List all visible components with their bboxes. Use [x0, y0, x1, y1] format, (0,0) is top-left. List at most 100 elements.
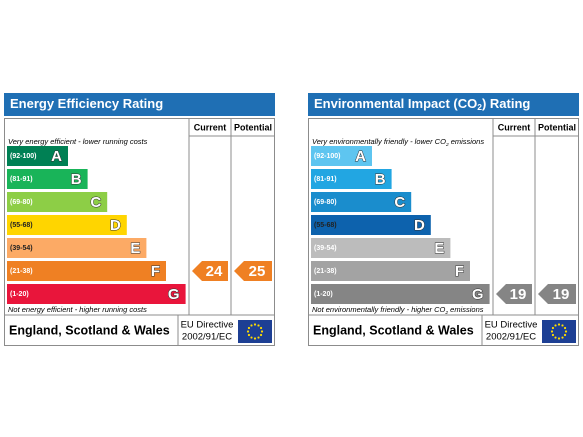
flag-star: [246, 330, 250, 333]
subscript: 2: [444, 310, 448, 316]
text-part: Very environmentally friendly - lower CO: [312, 137, 446, 146]
eu-flag: [238, 320, 272, 343]
text-part: emissions: [449, 137, 485, 146]
band-letter: C: [394, 194, 405, 211]
panel-frame: [308, 118, 579, 346]
band-range: (81-91): [314, 176, 337, 183]
note: Very energy efficient - lower running co…: [8, 137, 148, 146]
col-header: Current: [194, 122, 227, 132]
band-range: (21-38): [10, 268, 33, 275]
flag-star: [550, 330, 554, 333]
col-header: Potential: [538, 122, 576, 132]
footer: England, Scotland & Wales: [313, 323, 474, 337]
band: [311, 192, 412, 212]
rating-value: 24: [206, 263, 223, 280]
subscript: 2: [477, 102, 482, 112]
text-part: Not energy efficient - higher running co…: [8, 305, 147, 314]
panel-title: Energy Efficiency Rating: [10, 96, 163, 111]
flag-star: [247, 326, 251, 330]
flag-star: [563, 333, 567, 337]
band: [311, 146, 372, 166]
band-letter: E: [434, 240, 444, 257]
eu-flag: [542, 320, 576, 343]
text-part: Energy Efficiency Rating: [10, 96, 163, 111]
flag-star: [563, 326, 567, 330]
band: [7, 146, 68, 166]
note: Not environmentally friendly - higher CO…: [312, 305, 484, 316]
flag-star: [554, 336, 557, 339]
flag-star: [250, 324, 253, 327]
panel-title: Environmental Impact (CO2) Rating: [314, 96, 530, 112]
flag-star: [551, 326, 555, 330]
footer: England, Scotland & Wales: [9, 323, 170, 337]
panel-frame: [4, 118, 275, 346]
band-range: (92-100): [314, 153, 340, 160]
flag-star: [564, 330, 568, 333]
band-range: (39-54): [10, 245, 33, 252]
text-part: emissions: [448, 305, 484, 314]
band: [7, 215, 127, 235]
band-letter: D: [414, 217, 425, 234]
band-letter: B: [375, 171, 386, 188]
flag-star: [561, 336, 564, 339]
band-letter: C: [90, 194, 101, 211]
flag-star: [557, 337, 561, 340]
header-bar: [4, 93, 275, 116]
flag-star: [554, 324, 557, 327]
flag-star: [257, 336, 260, 339]
band: [7, 261, 166, 281]
directive: EU Directive: [181, 320, 234, 331]
flag-star: [257, 324, 260, 327]
band: [7, 169, 88, 189]
rating-value: 25: [249, 263, 266, 280]
band-range: (92-100): [10, 153, 36, 160]
band-range: (21-38): [314, 268, 337, 275]
text-part: Environmental Impact (CO: [314, 96, 477, 111]
rating-arrow: [496, 284, 532, 304]
band-range: (1-20): [10, 291, 29, 298]
flag-star: [253, 323, 257, 326]
flag-star: [259, 333, 263, 337]
rating-value: 19: [510, 286, 527, 303]
note: Very environmentally friendly - lower CO…: [312, 137, 484, 148]
col-header: Potential: [234, 122, 272, 132]
band: [7, 284, 186, 304]
header-bar: [308, 93, 579, 116]
band-letter: A: [51, 148, 62, 165]
band-letter: F: [455, 263, 464, 280]
band-letter: D: [110, 217, 121, 234]
subscript: 2: [445, 142, 449, 148]
rating-value: 19: [553, 286, 570, 303]
band-letter: G: [472, 286, 484, 303]
directive: 2002/91/EC: [486, 332, 536, 343]
col-header: Current: [498, 122, 531, 132]
band: [311, 169, 392, 189]
rating-arrow: [192, 261, 228, 281]
band: [7, 238, 147, 258]
band: [311, 284, 490, 304]
band: [311, 238, 451, 258]
flag-star: [561, 324, 564, 327]
text-part: ) Rating: [482, 96, 530, 111]
band-letter: F: [151, 263, 160, 280]
band-letter: B: [71, 171, 82, 188]
band-range: (1-20): [314, 291, 333, 298]
band: [7, 192, 108, 212]
directive: EU Directive: [485, 320, 538, 331]
directive: 2002/91/EC: [182, 332, 232, 343]
band-letter: A: [355, 148, 366, 165]
band-letter: E: [130, 240, 140, 257]
band-range: (39-54): [314, 245, 337, 252]
band-range: (69-80): [314, 199, 337, 206]
rating-arrow: [234, 261, 272, 281]
rating-arrow: [538, 284, 576, 304]
band-range: (81-91): [10, 176, 33, 183]
flag-star: [260, 330, 264, 333]
text-part: Not environmentally friendly - higher CO: [312, 305, 446, 314]
note: Not energy efficient - higher running co…: [8, 305, 147, 314]
flag-star: [551, 333, 555, 337]
flag-star: [259, 326, 263, 330]
band-range: (55-68): [314, 222, 337, 229]
band-range: (55-68): [10, 222, 33, 229]
